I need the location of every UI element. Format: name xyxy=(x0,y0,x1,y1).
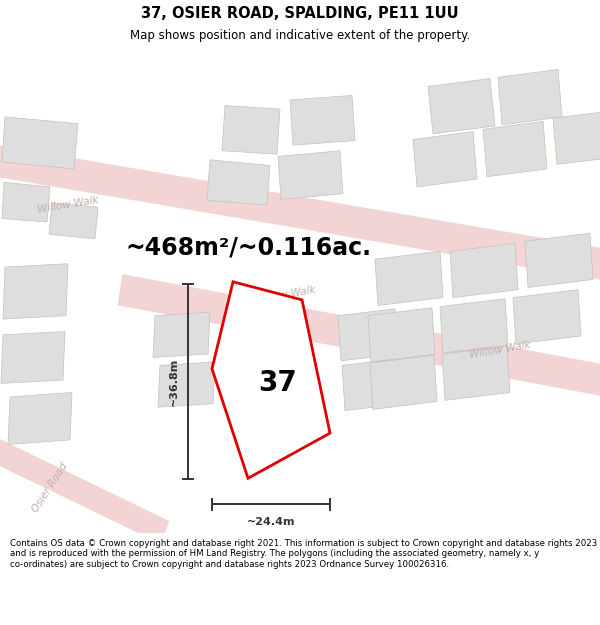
Text: Osier Road: Osier Road xyxy=(31,461,70,514)
Polygon shape xyxy=(158,362,215,407)
Polygon shape xyxy=(338,309,398,361)
Polygon shape xyxy=(212,282,330,478)
Text: Map shows position and indicative extent of the property.: Map shows position and indicative extent… xyxy=(130,29,470,42)
Polygon shape xyxy=(483,121,547,177)
Polygon shape xyxy=(375,251,443,306)
Polygon shape xyxy=(3,264,68,319)
Polygon shape xyxy=(442,346,510,401)
Polygon shape xyxy=(553,111,600,164)
Polygon shape xyxy=(290,96,355,145)
Polygon shape xyxy=(222,106,280,154)
Polygon shape xyxy=(428,79,495,134)
Polygon shape xyxy=(8,392,72,444)
Polygon shape xyxy=(278,151,343,199)
Polygon shape xyxy=(0,144,600,282)
Polygon shape xyxy=(49,202,98,239)
Polygon shape xyxy=(413,132,477,187)
Text: ~468m²/~0.116ac.: ~468m²/~0.116ac. xyxy=(125,236,371,260)
Text: Willow Walk: Willow Walk xyxy=(254,285,316,306)
Text: Willow Walk: Willow Walk xyxy=(37,195,100,215)
Text: ~36.8m: ~36.8m xyxy=(169,357,179,406)
Polygon shape xyxy=(368,308,435,362)
Polygon shape xyxy=(525,233,593,288)
Polygon shape xyxy=(513,290,581,344)
Text: Willow Walk: Willow Walk xyxy=(469,339,532,359)
Text: ~24.4m: ~24.4m xyxy=(247,518,295,528)
Polygon shape xyxy=(153,312,210,358)
Text: 37: 37 xyxy=(259,369,298,398)
Polygon shape xyxy=(370,355,437,409)
Polygon shape xyxy=(1,331,65,383)
Polygon shape xyxy=(440,299,508,353)
Text: 37, OSIER ROAD, SPALDING, PE11 1UU: 37, OSIER ROAD, SPALDING, PE11 1UU xyxy=(141,6,459,21)
Polygon shape xyxy=(498,69,562,125)
Text: Contains OS data © Crown copyright and database right 2021. This information is : Contains OS data © Crown copyright and d… xyxy=(10,539,598,569)
Polygon shape xyxy=(207,160,270,205)
Polygon shape xyxy=(0,436,169,544)
Polygon shape xyxy=(118,274,600,399)
Polygon shape xyxy=(342,359,403,411)
Polygon shape xyxy=(2,117,78,169)
Polygon shape xyxy=(2,182,50,222)
Polygon shape xyxy=(450,243,518,298)
